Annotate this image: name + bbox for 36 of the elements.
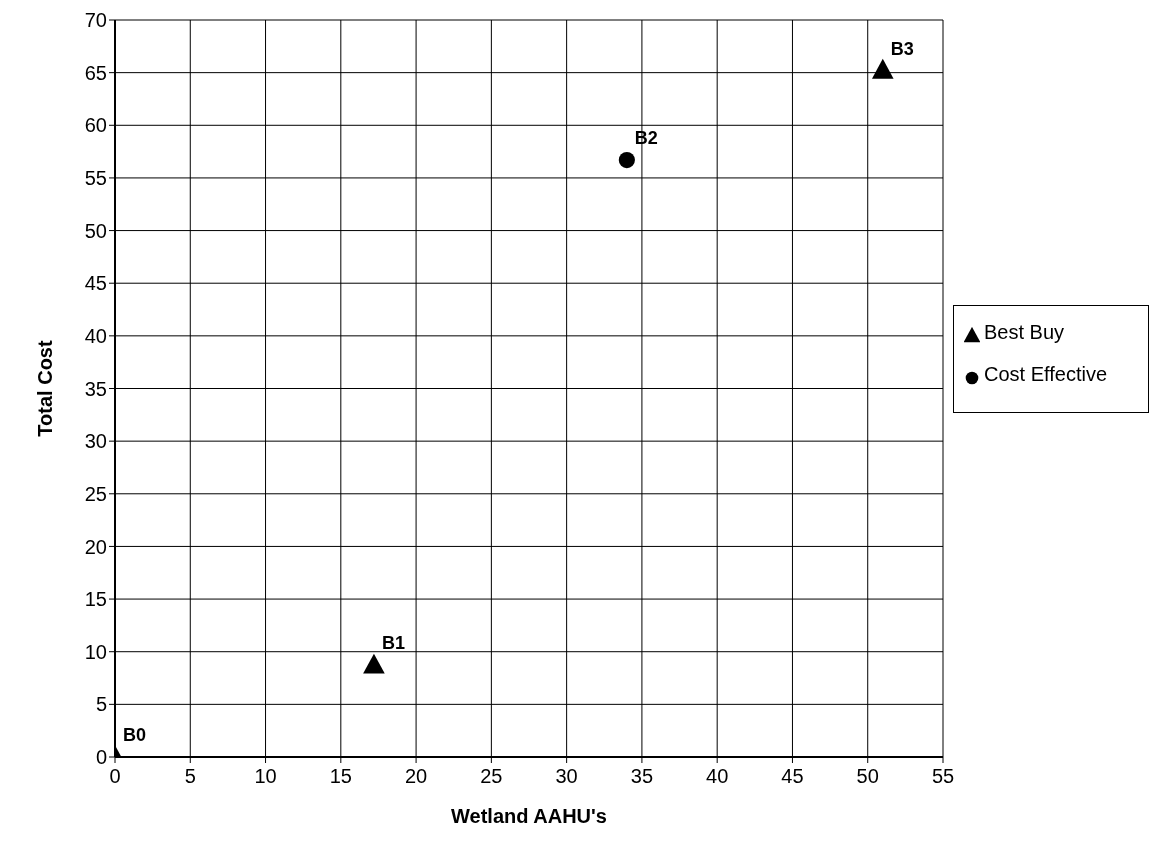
annotation: B1 [381, 633, 405, 654]
legend-label: Best Buy [984, 320, 1066, 344]
y-tick-label: 40 [84, 324, 107, 347]
y-tick-label: 45 [84, 272, 107, 295]
x-tick-label: 35 [630, 765, 654, 788]
y-tick-label: 0 [95, 746, 107, 769]
x-tick-label: 10 [254, 765, 277, 788]
y-tick-label: 25 [84, 482, 107, 505]
y-tick-label: 70 [84, 9, 107, 32]
y-tick-label: 10 [84, 640, 107, 663]
y-tick-label: 35 [84, 377, 107, 400]
y-tick-label: 15 [84, 588, 107, 611]
y-tick-label: 50 [84, 219, 107, 242]
x-tick-label: 55 [931, 765, 955, 788]
annotation: B3 [890, 38, 914, 59]
y-tick-label: 60 [84, 114, 107, 137]
y-tick-label: 5 [95, 693, 107, 716]
point [618, 151, 635, 169]
x-tick-label: 45 [781, 765, 804, 788]
y-axis-title: Total Cost [34, 340, 57, 437]
x-tick-label: 30 [555, 765, 578, 788]
x-tick-label: 50 [856, 765, 879, 788]
y-tick-label: 20 [84, 535, 107, 558]
y-tick-label: 55 [84, 167, 107, 190]
x-axis-title: Wetland AAHU's [451, 805, 607, 827]
x-tick-label: 40 [706, 765, 729, 788]
x-tick-label: 0 [109, 765, 121, 788]
x-tick-label: 25 [480, 765, 503, 788]
point [871, 58, 894, 79]
y-tick-label: 30 [84, 430, 107, 453]
x-tick-label: 20 [404, 765, 428, 788]
legend-label: Cost Effective [984, 362, 1109, 386]
y-tick-label: 65 [84, 61, 107, 84]
x-tick-label: 5 [184, 765, 196, 788]
annotation: B0 [123, 725, 147, 745]
x-tick-label: 15 [329, 765, 352, 788]
